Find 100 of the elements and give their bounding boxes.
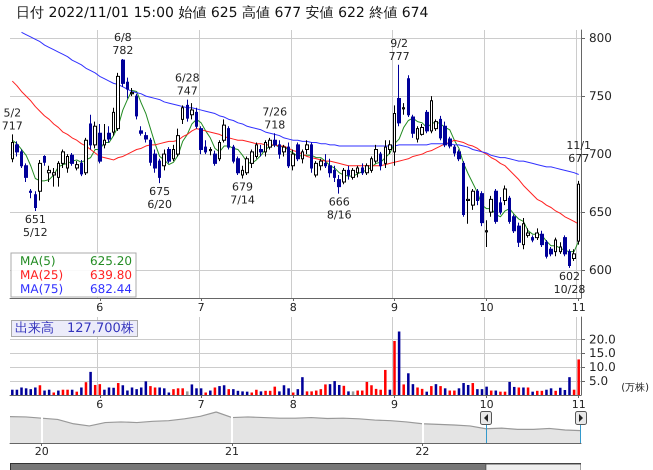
bar (320, 389, 322, 395)
bar (434, 384, 438, 395)
candlestick (291, 149, 295, 171)
bar (57, 390, 60, 395)
candlestick (342, 168, 346, 185)
bar (200, 388, 202, 395)
candlestick (181, 104, 184, 124)
bar (282, 385, 286, 395)
bar (412, 384, 414, 395)
bar (89, 372, 92, 395)
bar (218, 386, 221, 395)
bar (448, 390, 452, 395)
candlestick (411, 114, 415, 138)
candlestick (130, 88, 134, 97)
bar (485, 386, 488, 395)
x-tick-label: 9 (391, 301, 398, 314)
text: MA(25) (20, 268, 64, 282)
bar (407, 373, 410, 395)
bar (130, 387, 134, 395)
candlestick (347, 165, 350, 180)
bar (564, 390, 566, 395)
bar (149, 386, 152, 395)
candlestick (287, 142, 290, 169)
annotation: 6/28 747 (174, 72, 200, 98)
bar (402, 384, 405, 395)
candlestick (328, 158, 332, 178)
bar (504, 392, 506, 395)
x-tick-label: 10 (480, 398, 494, 411)
candlestick (167, 146, 171, 164)
candlestick (559, 242, 562, 254)
bar (458, 388, 460, 395)
candlestick (222, 118, 226, 144)
candlestick (305, 140, 309, 155)
candlestick (218, 140, 221, 162)
bar (366, 382, 368, 395)
bar (94, 384, 96, 395)
bar (80, 387, 83, 395)
annotation: 639.80 (90, 268, 132, 282)
bar (11, 390, 14, 395)
bar (476, 389, 479, 395)
x-tick-label: 20 (34, 445, 49, 458)
bar (76, 392, 78, 395)
candlestick (494, 188, 498, 224)
candlestick (116, 72, 120, 132)
bar (66, 390, 69, 395)
bar (361, 390, 364, 395)
chart-title: 出来高 127,700株 (15, 320, 134, 336)
x-tick-label: 6 (96, 301, 104, 314)
bar (314, 390, 318, 395)
bar (550, 388, 552, 395)
candlestick (84, 137, 88, 176)
bar (186, 391, 189, 395)
bar (356, 390, 359, 395)
bar (24, 388, 28, 395)
x-tick-label: 10 (480, 301, 494, 314)
annotation: 666 8/16 (326, 196, 352, 222)
candlestick (103, 123, 106, 149)
bar (324, 384, 327, 395)
bar (439, 386, 442, 395)
y-tick-label: 600 (589, 263, 612, 278)
candlestick (282, 144, 286, 157)
bar (135, 389, 138, 395)
annotation: 651 5/12 (22, 212, 48, 239)
candlestick (186, 99, 189, 122)
bar (518, 387, 520, 395)
candlestick (144, 132, 148, 144)
bar (274, 386, 276, 395)
candlestick (361, 162, 364, 176)
candlestick (89, 114, 92, 150)
bar (540, 390, 544, 395)
candlestick (457, 149, 461, 162)
bar (236, 390, 240, 395)
bar (499, 392, 502, 395)
candlestick (480, 190, 484, 227)
bar (328, 384, 332, 395)
bar (268, 390, 272, 395)
bar (195, 388, 198, 395)
candlestick (485, 220, 488, 248)
candlestick (554, 237, 557, 257)
bar (241, 391, 244, 395)
bar (420, 388, 424, 395)
x-tick-label: 9 (391, 398, 398, 411)
annotation: 682.44 (90, 282, 132, 296)
annotation: 675 6/20 (147, 185, 172, 212)
chart-title: 日付 2022/11/01 15:00 始値 625 高値 677 安値 622 終値 674 (16, 5, 429, 21)
bar (176, 388, 180, 395)
candlestick (301, 149, 304, 164)
bar (568, 377, 571, 395)
bar (250, 392, 254, 395)
bar (62, 390, 64, 395)
bar (103, 390, 106, 395)
candlestick (379, 151, 382, 171)
candlestick (162, 149, 166, 171)
bar (227, 389, 230, 395)
bar (98, 384, 102, 395)
bar (29, 389, 32, 395)
bar (48, 390, 50, 395)
candlestick (70, 152, 74, 166)
bar (301, 377, 304, 395)
bar (190, 384, 194, 395)
